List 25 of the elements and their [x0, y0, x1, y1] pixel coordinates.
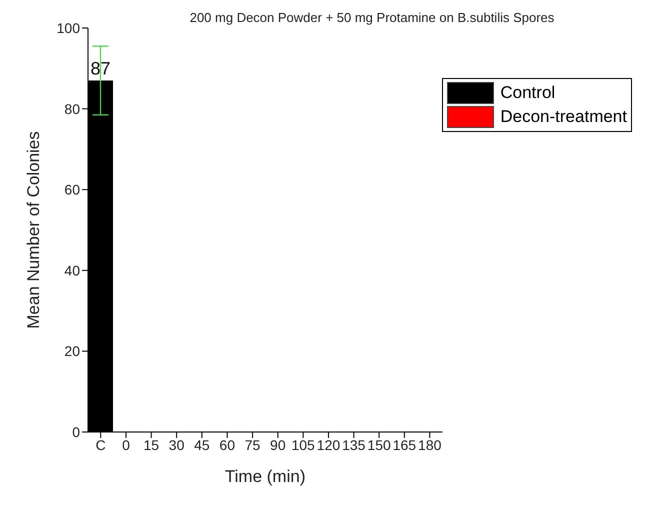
- y-tick-label: 20: [64, 343, 80, 360]
- x-tick-label: 105: [291, 436, 316, 453]
- y-axis-title: Mean Number of Colonies: [24, 131, 44, 329]
- x-tick-label: 150: [367, 436, 391, 453]
- x-tick-label: 180: [418, 436, 442, 453]
- x-tick-label: 165: [392, 436, 416, 453]
- x-axis-title: Time (min): [224, 467, 306, 486]
- x-tick-label: 120: [316, 436, 340, 453]
- chart-title: 200 mg Decon Powder + 50 mg Protamine on B.subtilis Spores: [188, 10, 556, 25]
- x-tick-label: 135: [342, 436, 366, 453]
- y-tick-label: 60: [64, 182, 80, 198]
- x-tick-label: 0: [122, 436, 130, 453]
- x-tick-label: 75: [244, 436, 261, 453]
- x-tick-label: 45: [194, 436, 210, 453]
- y-tick-label: 0: [72, 424, 80, 440]
- x-tick-label: C: [96, 436, 106, 453]
- y-tick-label: 100: [56, 20, 80, 36]
- legend-label: Decon-treatment: [500, 107, 627, 127]
- legend-label: Control: [500, 83, 556, 103]
- y-tick-label: 40: [64, 262, 80, 278]
- x-tick-label: 90: [270, 436, 286, 453]
- x-tick-label: 60: [219, 436, 236, 453]
- y-tick-label: 80: [64, 100, 80, 117]
- x-tick-label: 15: [143, 436, 160, 453]
- x-tick-label: 30: [168, 436, 185, 453]
